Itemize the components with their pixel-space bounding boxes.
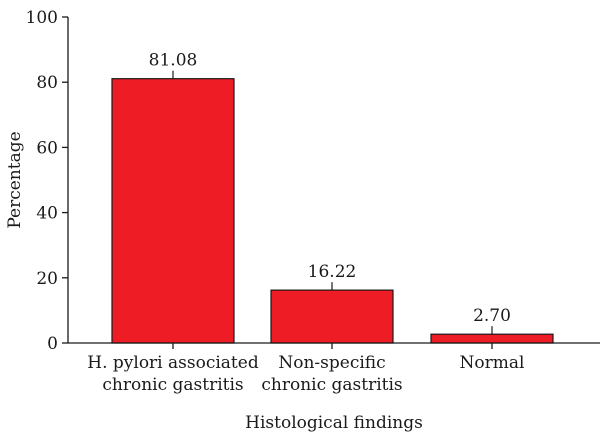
x-tick-label: H. pylori associated chronic gastritis [87, 353, 259, 395]
y-axis: 0 20 40 60 80 100 [26, 8, 69, 354]
x-tick-label-line: chronic gastritis [102, 375, 243, 395]
y-tick-label: 40 [36, 204, 58, 224]
y-tick-label: 0 [47, 334, 58, 354]
data-label: 81.08 [149, 51, 198, 71]
bar [430, 333, 554, 344]
y-tick-label: 20 [36, 269, 58, 289]
x-tick-label-line: Normal [460, 353, 525, 373]
y-tick-label: 80 [36, 73, 58, 93]
data-label: 16.22 [308, 262, 357, 282]
x-tick-label-line: chronic gastritis [261, 375, 402, 395]
y-tick-label: 100 [26, 8, 58, 28]
x-axis: H. pylori associated chronic gastritisNon… [68, 342, 600, 395]
x-tick-label: Non-specific chronic gastritis [261, 353, 402, 395]
bar [111, 78, 235, 344]
x-tick-label-line: H. pylori associated [87, 353, 259, 373]
y-tick-label: 60 [36, 138, 58, 158]
x-axis-title: Histological findings [245, 413, 423, 433]
bar [270, 289, 394, 344]
y-axis-title: Percentage [5, 131, 25, 228]
x-tick-label: Normal [460, 353, 525, 373]
data-label: 2.70 [473, 306, 511, 326]
x-tick-label-line: Non-specific [278, 353, 385, 373]
bars: 81.08 16.22 2.70 [111, 51, 554, 344]
